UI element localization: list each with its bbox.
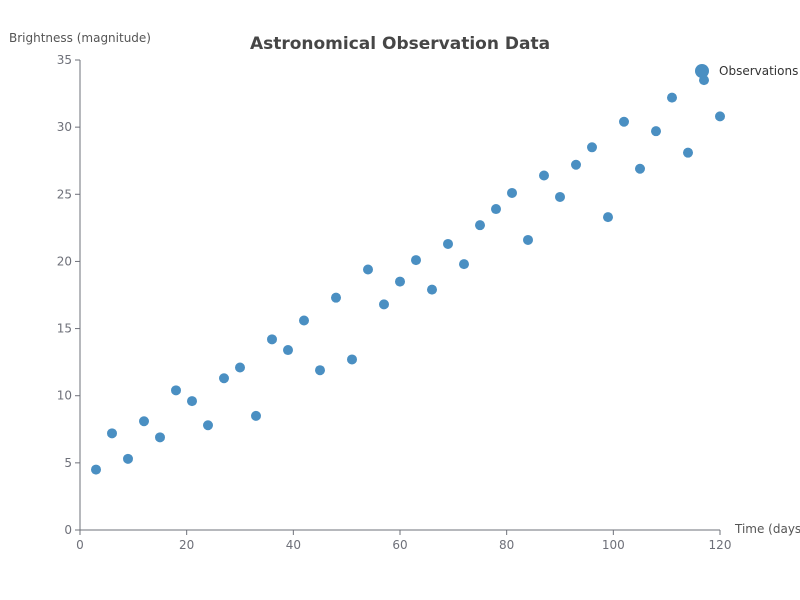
- data-point[interactable]: [395, 276, 405, 287]
- data-point[interactable]: [219, 373, 229, 384]
- y-tick-label: 5: [64, 456, 72, 470]
- data-point[interactable]: [603, 212, 613, 223]
- data-point[interactable]: [507, 187, 517, 198]
- legend-label: Observations: [719, 64, 798, 78]
- data-point[interactable]: [155, 432, 165, 443]
- data-point[interactable]: [523, 234, 533, 245]
- data-point[interactable]: [475, 220, 485, 231]
- data-point[interactable]: [667, 92, 677, 103]
- data-point[interactable]: [203, 420, 213, 431]
- y-tick-label: 15: [57, 322, 72, 336]
- data-point[interactable]: [635, 163, 645, 174]
- data-point[interactable]: [235, 362, 245, 373]
- data-point[interactable]: [443, 238, 453, 249]
- data-point[interactable]: [619, 116, 629, 127]
- legend[interactable]: Observations: [695, 64, 798, 78]
- x-tick-label: 60: [392, 538, 407, 552]
- data-point[interactable]: [91, 464, 101, 475]
- y-tick-label: 25: [57, 187, 72, 201]
- data-points: [91, 75, 725, 475]
- data-point[interactable]: [571, 159, 581, 170]
- x-tick-label: 120: [709, 538, 732, 552]
- y-tick-label: 30: [57, 120, 72, 134]
- data-point[interactable]: [651, 126, 661, 137]
- data-point[interactable]: [427, 284, 437, 295]
- data-point[interactable]: [251, 410, 261, 421]
- y-tick-label: 10: [57, 389, 72, 403]
- data-point[interactable]: [491, 204, 501, 215]
- legend-marker: [695, 64, 709, 78]
- x-tick-label: 100: [602, 538, 625, 552]
- x-tick-label: 40: [286, 538, 301, 552]
- y-tick-label: 35: [57, 53, 72, 67]
- data-point[interactable]: [539, 170, 549, 181]
- data-point[interactable]: [283, 345, 293, 356]
- x-tick-label: 20: [179, 538, 194, 552]
- data-point[interactable]: [587, 142, 597, 153]
- data-point[interactable]: [411, 255, 421, 266]
- y-tick-label: 20: [57, 254, 72, 268]
- data-point[interactable]: [171, 385, 181, 396]
- x-tick-label: 0: [76, 538, 84, 552]
- data-point[interactable]: [315, 365, 325, 376]
- x-axis-label: Time (days): [734, 522, 800, 536]
- x-tick-label: 80: [499, 538, 514, 552]
- data-point[interactable]: [379, 299, 389, 310]
- data-point[interactable]: [139, 416, 149, 427]
- y-tick-label: 0: [64, 523, 72, 537]
- data-point[interactable]: [347, 354, 357, 365]
- chart-title: Astronomical Observation Data: [250, 34, 550, 54]
- data-point[interactable]: [187, 396, 197, 407]
- y-axis-label: Brightness (magnitude): [9, 31, 151, 45]
- data-point[interactable]: [683, 147, 693, 158]
- axes: 0 5 10 15 20 25 30 35 0 20 40 60 80 100 120: [57, 53, 732, 552]
- data-point[interactable]: [331, 292, 341, 303]
- data-point[interactable]: [459, 259, 469, 270]
- data-point[interactable]: [299, 315, 309, 326]
- data-point[interactable]: [363, 264, 373, 275]
- data-point[interactable]: [107, 428, 117, 439]
- data-point[interactable]: [715, 111, 725, 122]
- data-point[interactable]: [555, 191, 565, 202]
- data-point[interactable]: [123, 453, 133, 464]
- data-point[interactable]: [267, 334, 277, 345]
